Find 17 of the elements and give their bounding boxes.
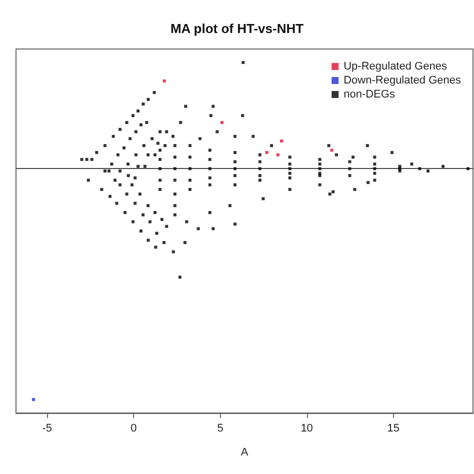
point: [276, 153, 280, 156]
x-tick-label: 10: [300, 422, 313, 434]
point: [280, 139, 284, 142]
x-tick-label: 15: [387, 422, 400, 434]
x-tick-label: -5: [42, 422, 52, 434]
x-axis-title: A: [240, 446, 249, 458]
legend-label: non-DEGs: [344, 88, 396, 100]
chart-title: MA plot of HT-vs-NHT: [170, 21, 304, 36]
point: [162, 79, 166, 82]
point: [220, 121, 224, 124]
x-tick-label: 0: [130, 422, 137, 434]
point: [330, 148, 334, 152]
point: [265, 151, 268, 154]
x-tick-label: 5: [217, 422, 224, 434]
legend-label: Down-Regulated Genes: [344, 74, 462, 86]
point: [32, 398, 35, 402]
legend-label: Up-Regulated Genes: [344, 60, 448, 72]
